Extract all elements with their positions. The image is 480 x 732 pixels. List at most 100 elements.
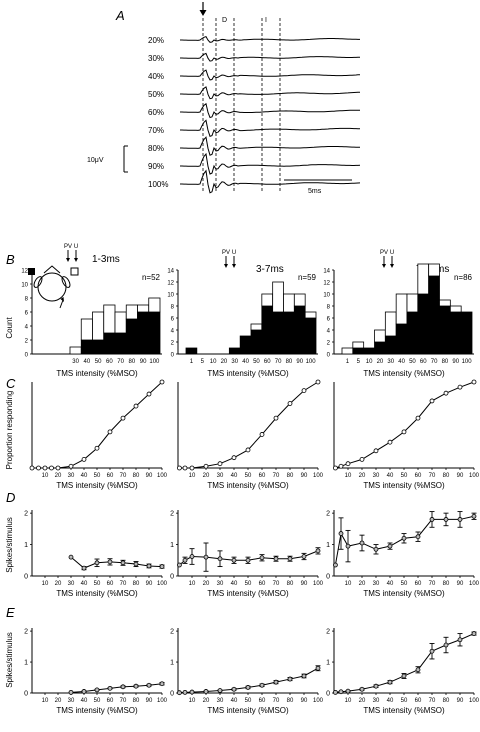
y-tick-label: 2 — [24, 511, 28, 518]
voltage-scale-bar — [123, 145, 128, 173]
panel-letter-a: A — [115, 8, 125, 23]
data-point — [315, 665, 321, 671]
ylabel-b: Count — [5, 317, 14, 339]
data-point — [415, 415, 421, 421]
data-point — [42, 465, 48, 471]
x-tick-label: 20 — [359, 581, 366, 587]
bar-open — [428, 263, 440, 277]
y-tick-label: 4 — [171, 329, 175, 335]
x-tick-label: 100 — [306, 359, 317, 365]
trace — [180, 69, 361, 81]
x-tick-label: 80 — [129, 359, 136, 365]
x-tick-label: 60 — [264, 359, 271, 365]
y-tick-label: 8 — [25, 297, 29, 303]
y-tick-label: 10 — [21, 283, 28, 289]
data-point — [217, 461, 223, 467]
x-tick-label: 90 — [296, 359, 303, 365]
data-point — [457, 384, 463, 390]
trace — [180, 152, 361, 175]
bar-filled — [417, 293, 430, 355]
x-tick-label: 90 — [457, 473, 464, 479]
ylabel-c: Proportion responding — [5, 391, 14, 470]
x-tick-label: 10 — [189, 698, 196, 704]
data-point — [29, 465, 35, 471]
data-point — [189, 465, 195, 471]
window-title-1-3ms: 1-3ms — [92, 254, 120, 265]
x-axis-title-e1: TMS intensity (%MSO) — [207, 706, 289, 715]
y-tick-label: 8 — [171, 305, 175, 311]
data-point — [120, 415, 126, 421]
x-tick-label: 5 — [201, 359, 205, 365]
panel-letter-c: C — [6, 376, 16, 391]
data-point — [259, 555, 265, 561]
y-tick-label: 0 — [170, 574, 174, 581]
bar-filled — [363, 347, 375, 355]
n-label: n=52 — [142, 273, 161, 282]
bar-filled — [384, 335, 397, 355]
x-tick-label: 80 — [442, 359, 449, 365]
x-axis-title-c0: TMS intensity (%MSO) — [56, 481, 138, 490]
x-tick-label: 100 — [157, 581, 168, 587]
x-axis-title-b2: TMS intensity (%MSO) — [363, 369, 445, 378]
x-tick-label: 90 — [301, 473, 308, 479]
x-tick-label: 80 — [287, 473, 294, 479]
data-point — [203, 554, 209, 560]
data-point — [471, 379, 477, 385]
data-point — [133, 561, 139, 567]
data-point — [387, 543, 393, 549]
data-point — [203, 689, 209, 694]
intensity-label: 70% — [148, 126, 164, 135]
bar-filled — [439, 305, 451, 355]
x-tick-label: 70 — [120, 581, 127, 587]
x-tick-label: 50 — [401, 581, 408, 587]
x-tick-label: 50 — [401, 698, 408, 704]
x-tick-label: 40 — [387, 698, 394, 704]
x-tick-label: 70 — [429, 698, 436, 704]
u-label: U — [74, 244, 78, 250]
x-tick-label: 100 — [469, 473, 480, 479]
x-axis-title-b0: TMS intensity (%MSO) — [56, 369, 138, 378]
x-tick-label: 5 — [357, 359, 361, 365]
y-tick-label: 1 — [24, 542, 28, 549]
bar-open — [283, 293, 295, 313]
y-tick-label: 4 — [25, 325, 29, 331]
data-point — [159, 379, 165, 385]
y-tick-label: 12 — [21, 269, 28, 275]
data-point — [429, 398, 435, 404]
bar-filled — [460, 311, 473, 355]
arrow-head-icon — [66, 258, 70, 262]
data-point — [373, 683, 379, 689]
line-chart-C0: 10 20 30 40 50 60 70 80 90 100 TMS intensity (%MSO… — [29, 379, 168, 490]
panel-letter-b: B — [6, 252, 15, 267]
trace — [180, 52, 361, 62]
x-tick-label: 10 — [42, 473, 49, 479]
bar-filled — [374, 341, 386, 355]
data-point — [81, 689, 87, 694]
series-line — [179, 381, 319, 469]
bar-open — [114, 311, 127, 334]
u-label: U — [232, 250, 236, 256]
data-point — [429, 517, 435, 522]
data-point — [401, 535, 407, 541]
y-tick-label: 10 — [167, 293, 174, 299]
data-point — [159, 564, 165, 569]
x-tick-label: 10 — [189, 473, 196, 479]
x-tick-label: 50 — [245, 698, 252, 704]
series-line — [334, 515, 475, 566]
x-tick-label: 90 — [146, 581, 153, 587]
x-tick-label: 30 — [217, 473, 224, 479]
bar-open — [125, 304, 138, 320]
spike-traces — [180, 18, 361, 194]
x-tick-label: 50 — [94, 698, 101, 704]
x-tick-label: 70 — [117, 359, 124, 365]
x-tick-label: 90 — [457, 581, 464, 587]
bar-filled — [395, 323, 408, 355]
data-point — [359, 540, 365, 546]
y-tick-label: 1 — [170, 660, 174, 667]
x-tick-label: 60 — [259, 698, 266, 704]
bar-filled — [148, 311, 161, 355]
x-tick-label: 100 — [157, 473, 168, 479]
x-axis-title-d1: TMS intensity (%MSO) — [207, 589, 289, 598]
